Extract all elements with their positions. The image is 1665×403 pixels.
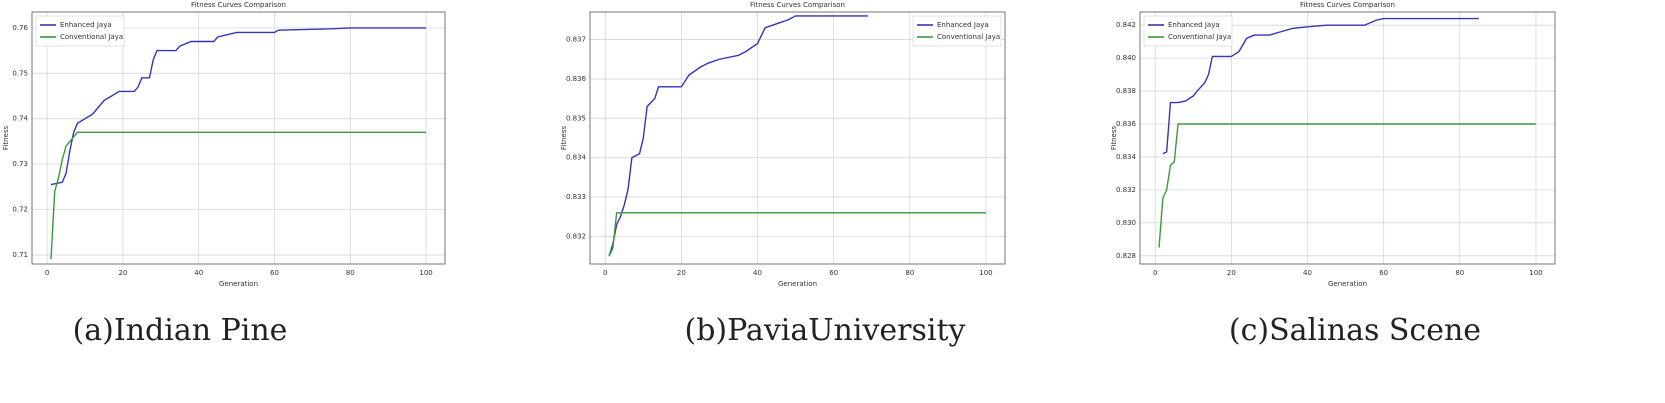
y-tick-label: 0.834 (566, 154, 587, 162)
x-tick-label: 100 (1529, 269, 1542, 277)
y-tick-label: 0.74 (12, 115, 28, 123)
x-tick-label: 40 (753, 269, 762, 277)
x-tick-label: 80 (1455, 269, 1464, 277)
data-line (608, 212, 986, 257)
legend-box (1143, 15, 1233, 47)
legend-label: Enhanced Jaya (60, 21, 112, 29)
y-tick-label: 0.834 (1116, 153, 1137, 161)
x-tick-label: 100 (979, 269, 992, 277)
caption: (a)Indian Pine (73, 313, 288, 348)
x-tick-label: 60 (1379, 269, 1388, 277)
legend-label: Conventional Jaya (1168, 33, 1231, 41)
y-tick-label: 0.832 (1116, 186, 1136, 194)
x-tick-label: 80 (905, 269, 914, 277)
legend-label: Conventional Jaya (937, 33, 1000, 41)
legend-label: Conventional Jaya (60, 33, 123, 41)
x-tick-label: 20 (677, 269, 686, 277)
chart-title: Fitness Curves Comparison (750, 1, 845, 9)
y-tick-label: 0.72 (12, 206, 28, 214)
legend-box (35, 15, 125, 47)
y-tick-label: 0.837 (566, 36, 586, 44)
y-tick-label: 0.836 (1116, 120, 1137, 128)
x-tick-label: 20 (118, 269, 127, 277)
y-axis-label: Fitness (1110, 126, 1118, 151)
legend-label: Enhanced Jaya (1168, 21, 1220, 29)
y-tick-label: 0.828 (1116, 252, 1136, 260)
x-tick-label: 0 (1153, 269, 1157, 277)
x-tick-label: 60 (270, 269, 279, 277)
y-tick-label: 0.842 (1116, 21, 1136, 29)
y-tick-label: 0.75 (12, 69, 28, 77)
plot-frame (1139, 11, 1556, 265)
x-tick-label: 0 (45, 269, 49, 277)
chart-title: Fitness Curves Comparison (191, 1, 286, 9)
y-tick-label: 0.840 (1116, 54, 1136, 62)
y-tick-label: 0.835 (566, 114, 586, 122)
legend-label: Enhanced Jaya (937, 21, 989, 29)
y-tick-label: 0.73 (12, 160, 28, 168)
y-tick-label: 0.71 (12, 251, 28, 259)
x-tick-label: 40 (194, 269, 203, 277)
data-line (50, 131, 427, 260)
x-tick-label: 0 (603, 269, 607, 277)
x-tick-label: 40 (1303, 269, 1312, 277)
y-tick-label: 0.832 (566, 232, 586, 240)
y-axis-label: Fitness (560, 126, 568, 151)
data-line (1158, 123, 1536, 248)
x-axis-label: Generation (778, 280, 817, 288)
y-tick-label: 0.76 (12, 24, 28, 32)
x-axis-label: Generation (219, 280, 258, 288)
x-axis-label: Generation (1328, 280, 1367, 288)
caption: (b)PaviaUniversity (684, 313, 965, 348)
plot-frame (31, 11, 446, 265)
data-line (608, 15, 868, 257)
x-tick-label: 100 (419, 269, 432, 277)
y-tick-label: 0.833 (566, 193, 586, 201)
data-line (50, 27, 427, 186)
x-tick-label: 60 (829, 269, 838, 277)
y-tick-label: 0.830 (1116, 219, 1136, 227)
plot-frame (589, 11, 1006, 265)
x-tick-label: 80 (346, 269, 355, 277)
y-axis-label: Fitness (2, 126, 10, 151)
data-line (1162, 17, 1479, 155)
legend-box (912, 15, 1002, 47)
y-tick-label: 0.838 (1116, 87, 1136, 95)
y-tick-label: 0.836 (566, 75, 587, 83)
caption: (c)Salinas Scene (1229, 313, 1481, 348)
x-tick-label: 20 (1227, 269, 1236, 277)
chart-title: Fitness Curves Comparison (1300, 1, 1395, 9)
